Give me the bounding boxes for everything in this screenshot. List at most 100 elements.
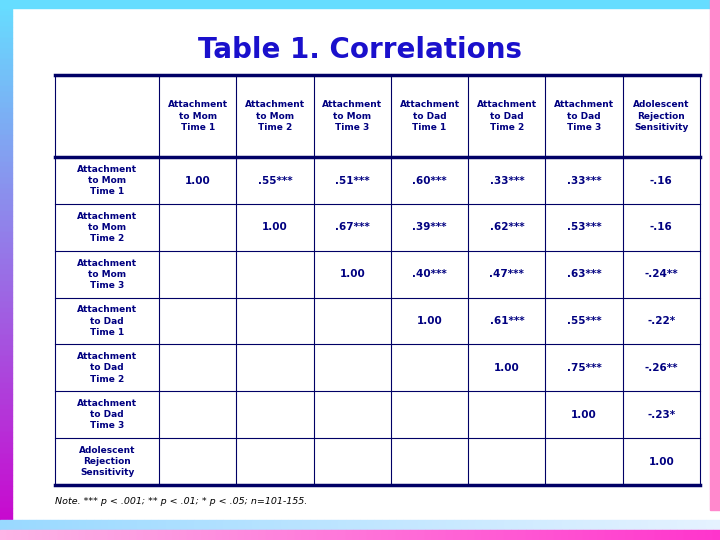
Bar	[187, 520, 194, 530]
Bar	[403, 530, 410, 540]
Bar	[482, 520, 490, 530]
Bar	[533, 530, 540, 540]
Bar	[374, 520, 382, 530]
Text: .53***: .53***	[567, 222, 601, 232]
Bar	[151, 520, 158, 530]
Bar	[511, 530, 518, 540]
Text: 1.00: 1.00	[339, 269, 365, 279]
Bar	[79, 520, 86, 530]
Bar	[216, 520, 223, 530]
Bar	[425, 520, 432, 530]
Bar	[0, 416, 12, 421]
Bar	[94, 530, 101, 540]
Bar	[173, 520, 180, 530]
Bar	[497, 520, 504, 530]
Bar	[677, 530, 684, 540]
Bar	[0, 302, 12, 308]
Text: Adolescent
Rejection
Sensitivity: Adolescent Rejection Sensitivity	[633, 100, 690, 132]
Bar	[14, 520, 22, 530]
Bar	[626, 520, 634, 530]
Bar	[43, 520, 50, 530]
Bar	[0, 76, 12, 81]
Bar	[302, 520, 310, 530]
Bar	[576, 530, 583, 540]
Bar	[317, 520, 324, 530]
Bar	[0, 238, 12, 243]
Bar	[266, 520, 274, 530]
Bar	[72, 530, 79, 540]
Bar	[662, 530, 670, 540]
Bar	[619, 530, 626, 540]
Bar	[187, 530, 194, 540]
Bar	[0, 362, 12, 367]
Text: .33***: .33***	[490, 176, 524, 186]
Bar	[43, 530, 50, 540]
Bar	[36, 520, 43, 530]
Bar	[223, 520, 230, 530]
Bar	[684, 520, 691, 530]
Bar	[710, 0, 720, 510]
Bar	[0, 513, 12, 518]
Bar	[0, 346, 12, 351]
Bar	[0, 221, 12, 227]
Bar	[684, 530, 691, 540]
Bar	[0, 454, 12, 459]
Bar	[65, 530, 72, 540]
Bar	[482, 530, 490, 540]
Bar	[346, 520, 353, 530]
Bar	[259, 530, 266, 540]
Bar	[338, 520, 346, 530]
Text: -.24**: -.24**	[644, 269, 678, 279]
Bar	[713, 530, 720, 540]
Bar	[475, 530, 482, 540]
Bar	[0, 530, 7, 540]
Text: .51***: .51***	[335, 176, 369, 186]
Bar	[360, 530, 367, 540]
Text: .60***: .60***	[413, 176, 447, 186]
Bar	[410, 520, 418, 530]
Text: -.16: -.16	[650, 176, 672, 186]
Bar	[353, 520, 360, 530]
Bar	[86, 520, 94, 530]
Bar	[0, 22, 12, 27]
Bar	[0, 119, 12, 124]
Bar	[144, 520, 151, 530]
Bar	[36, 530, 43, 540]
Bar	[0, 113, 12, 119]
Bar	[137, 520, 144, 530]
Bar	[0, 243, 12, 248]
Bar	[252, 520, 259, 530]
Bar	[346, 530, 353, 540]
Bar	[50, 520, 58, 530]
Bar	[0, 520, 7, 530]
Bar	[590, 530, 598, 540]
Bar	[677, 520, 684, 530]
Bar	[475, 520, 482, 530]
Bar	[238, 530, 245, 540]
Bar	[252, 530, 259, 540]
Bar	[144, 530, 151, 540]
Bar	[0, 70, 12, 76]
Text: 1.00: 1.00	[571, 410, 597, 420]
Bar	[158, 520, 166, 530]
Bar	[0, 292, 12, 297]
Bar	[598, 520, 605, 530]
Bar	[0, 481, 12, 486]
Bar	[281, 530, 288, 540]
Bar	[670, 530, 677, 540]
Text: .55***: .55***	[258, 176, 292, 186]
Bar	[389, 520, 396, 530]
Bar	[0, 324, 12, 329]
Bar	[670, 520, 677, 530]
Bar	[396, 520, 403, 530]
Bar	[648, 530, 655, 540]
Bar	[0, 491, 12, 497]
Text: .47***: .47***	[490, 269, 524, 279]
Text: Attachment
to Mom
Time 3: Attachment to Mom Time 3	[77, 259, 137, 290]
Bar	[0, 130, 12, 135]
Text: Attachment
to Dad
Time 1: Attachment to Dad Time 1	[400, 100, 459, 132]
Bar	[554, 520, 562, 530]
Text: Attachment
to Mom
Time 2: Attachment to Mom Time 2	[77, 212, 137, 243]
Text: -.23*: -.23*	[647, 410, 675, 420]
Bar	[655, 530, 662, 540]
